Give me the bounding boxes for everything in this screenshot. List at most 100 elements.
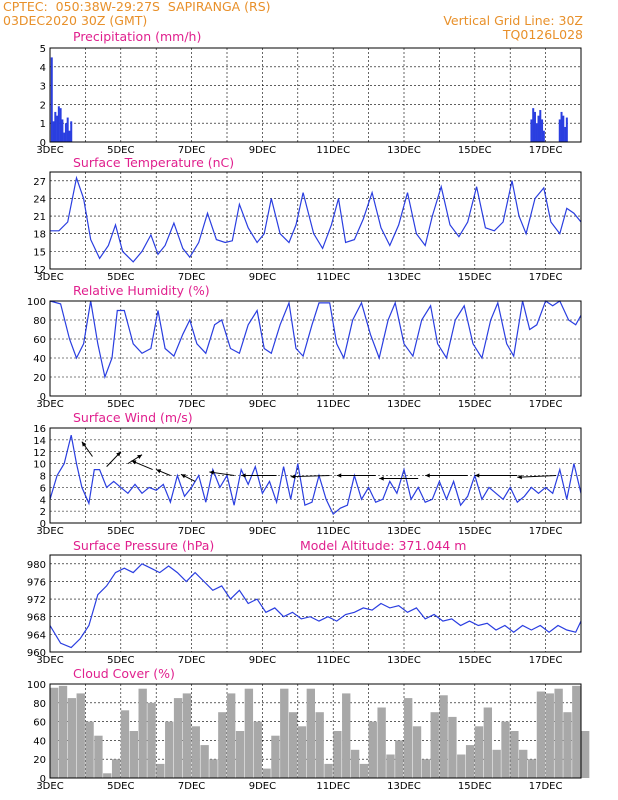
cloud-bar (483, 707, 492, 778)
y-tick-label: 14 (33, 436, 46, 447)
cloud-bar (554, 688, 563, 778)
x-tick-label: 7DEC (178, 655, 205, 666)
y-tick-label: 80 (33, 699, 46, 710)
y-tick-label: 60 (33, 718, 46, 729)
cloud-bar (200, 745, 209, 778)
y-tick-label: 27 (33, 177, 46, 188)
wind-arrow-head (156, 469, 162, 474)
y-tick-label: 8 (40, 472, 46, 483)
x-tick-label: 3DEC (36, 145, 63, 156)
panel-title: Surface Wind (m/s) (73, 410, 193, 425)
panel-frame (49, 554, 582, 653)
precip-bar (541, 119, 544, 142)
cloud-bar (572, 685, 581, 778)
cloud-bar (377, 707, 386, 778)
cloud-bar (527, 759, 537, 778)
x-tick-label: 13DEC (387, 272, 421, 283)
y-tick-label: 12 (33, 265, 46, 276)
cloud-bar (315, 712, 324, 778)
precip-bar (542, 130, 545, 142)
x-tick-label: 13DEC (387, 145, 421, 156)
y-tick-label: 40 (33, 354, 46, 365)
cloud-bar (404, 698, 413, 778)
cloud-bar (218, 712, 227, 778)
panel-frame (49, 683, 582, 779)
header-line1-left: CPTEC: 050:38W-29:27S SAPIRANGA (RS) (3, 0, 271, 14)
x-tick-label: 15DEC (458, 781, 492, 792)
x-tick-label: 9DEC (249, 272, 276, 283)
cloud-bar (94, 735, 103, 778)
cloud-bar (297, 726, 307, 778)
y-tick-label: 16 (33, 424, 46, 435)
panel-title: Cloud Cover (%) (73, 666, 175, 681)
x-tick-label: 15DEC (458, 655, 492, 666)
cloud-bar (368, 721, 377, 778)
cloud-bar (439, 695, 448, 778)
precip-bar (66, 117, 69, 142)
x-tick-label: 15DEC (458, 526, 492, 537)
cloud-bar (306, 688, 315, 778)
cloud-bar (235, 731, 245, 778)
cloud-bar (519, 749, 528, 778)
cloud-bar (421, 759, 431, 778)
precip-bar (562, 115, 565, 142)
precip-bar (56, 115, 59, 142)
x-tick-label: 3DEC (36, 272, 63, 283)
wind-arrow-head (180, 474, 186, 479)
precip-bar (530, 119, 533, 142)
x-tick-label: 13DEC (387, 526, 421, 537)
cloud-bar (165, 721, 174, 778)
x-tick-label: 9DEC (249, 781, 276, 792)
x-tick-label: 15DEC (458, 145, 492, 156)
model-altitude-label: Model Altitude: 371.044 m (300, 538, 466, 553)
x-tick-label: 17DEC (529, 145, 563, 156)
cloud-bar (581, 731, 590, 778)
x-tick-label: 13DEC (387, 655, 421, 666)
y-tick-label: 6 (40, 483, 46, 494)
wind-arrow-head (209, 470, 215, 475)
y-tick-label: 972 (27, 595, 46, 606)
cloud-bar (191, 726, 200, 778)
wind-arrow (517, 475, 557, 478)
y-tick-label: 3 (40, 82, 46, 93)
cloud-bar (253, 721, 262, 778)
cloud-bar (288, 712, 298, 778)
y-tick-label: 20 (33, 755, 46, 766)
precip-bar (61, 119, 64, 142)
series-line (50, 175, 582, 263)
series-line (49, 300, 582, 380)
cloud-bar (395, 740, 404, 778)
cloud-bar (129, 731, 138, 778)
x-tick-label: 13DEC (387, 399, 421, 410)
precip-bar (564, 126, 567, 142)
cloud-bar (536, 691, 546, 778)
x-tick-label: 11DEC (316, 655, 350, 666)
y-tick-label: 2 (40, 507, 46, 518)
cloud-bar (227, 693, 236, 778)
y-tick-label: 5 (40, 44, 46, 55)
y-tick-label: 40 (33, 736, 46, 747)
precip-bar (533, 111, 536, 142)
x-tick-label: 5DEC (107, 145, 134, 156)
x-tick-label: 7DEC (178, 145, 205, 156)
wind-arrow-head (290, 474, 296, 479)
y-tick-label: 0 (40, 519, 46, 530)
x-tick-label: 11DEC (316, 272, 350, 283)
x-tick-label: 15DEC (458, 399, 492, 410)
x-tick-label: 15DEC (458, 272, 492, 283)
panel-title: Surface Pressure (hPa) (73, 538, 214, 553)
y-tick-label: 976 (27, 577, 46, 588)
cloud-bar (85, 721, 94, 778)
x-tick-label: 11DEC (316, 781, 350, 792)
x-tick-label: 5DEC (107, 781, 134, 792)
wind-arrow-head (241, 473, 246, 478)
y-tick-label: 10 (33, 460, 46, 471)
y-tick-label: 100 (27, 297, 46, 308)
cloud-bar (510, 731, 519, 778)
x-tick-label: 3DEC (36, 781, 63, 792)
panel-frame (49, 427, 582, 524)
cloud-bar (412, 726, 422, 778)
x-tick-label: 11DEC (316, 526, 350, 537)
x-tick-label: 3DEC (36, 655, 63, 666)
series-line (49, 563, 582, 649)
